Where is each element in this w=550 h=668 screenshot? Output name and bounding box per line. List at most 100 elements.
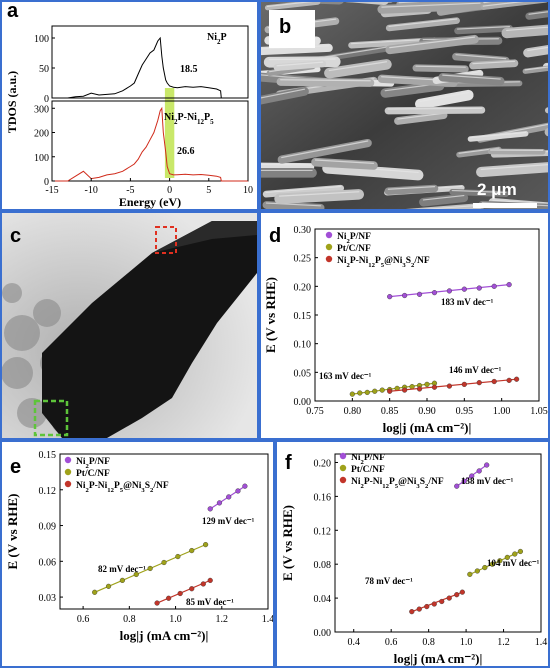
- red-selection-box: [155, 226, 177, 254]
- plot-frame: [51, 25, 249, 99]
- data-point: [166, 595, 172, 601]
- scale-bar: [473, 203, 537, 208]
- x-tick-label: 1.4: [262, 614, 275, 625]
- nanorod: [523, 45, 548, 58]
- nanorod-highlight: [388, 18, 458, 27]
- panel-label-f: f: [285, 452, 292, 474]
- nanorod-highlight: [451, 189, 507, 194]
- nanorod-highlight: [261, 88, 306, 99]
- nanorod: [273, 60, 327, 71]
- nanorod-highlight: [506, 26, 548, 32]
- slope-annotation: 183 mV dec⁻¹: [441, 297, 494, 307]
- panel-label-d: d: [269, 225, 282, 247]
- legend-marker: [325, 255, 333, 263]
- nanorod-highlight: [480, 164, 548, 170]
- fit-line: [389, 378, 517, 392]
- legend-label: Ni2P-Ni12P5@Ni3S2/NF: [351, 477, 444, 490]
- data-point: [424, 381, 430, 387]
- data-point: [200, 581, 206, 587]
- x-axis-label: log|j (mA cm⁻²)|: [120, 628, 209, 643]
- x-tick-label: -15: [45, 185, 58, 196]
- nanorod: [449, 188, 509, 197]
- data-point: [409, 609, 415, 615]
- y-axis-label: E (V vs RHE): [280, 505, 295, 581]
- y-tick-label: 100: [34, 153, 49, 164]
- data-point: [506, 377, 512, 383]
- data-point: [105, 583, 112, 589]
- data-point: [431, 601, 437, 607]
- data-point: [446, 383, 453, 389]
- x-tick-label: 1.2: [216, 614, 229, 625]
- x-tick-label: 0.8: [123, 614, 136, 625]
- nanorod: [262, 184, 345, 198]
- y-tick-label: 100: [34, 34, 49, 45]
- data-point: [203, 542, 209, 548]
- y-tick-label: 0.12: [39, 486, 57, 497]
- x-axis-label: log|j (mA cm⁻²)|: [383, 420, 472, 435]
- plot-frame: [51, 100, 249, 182]
- data-point: [364, 389, 370, 396]
- x-tick-label: 1.00: [493, 406, 511, 417]
- y-tick-label: 0.12: [314, 526, 332, 537]
- data-point: [357, 390, 363, 396]
- plot-frame: [334, 453, 542, 633]
- x-axis-label: Energy (eV): [119, 195, 181, 209]
- nanorod-highlight: [524, 66, 548, 71]
- data-point: [491, 378, 497, 385]
- y-tick-label: 0.16: [314, 492, 332, 503]
- nanorod: [324, 59, 392, 79]
- subplot-label: Ni2P: [207, 32, 227, 46]
- nanorod-highlight: [276, 61, 324, 67]
- nanorod: [415, 89, 474, 110]
- slope-annotation: 85 mV dec⁻¹: [186, 597, 234, 607]
- nanorod-highlight: [261, 163, 312, 166]
- nanorod-highlight: [457, 25, 511, 30]
- nanorod: [276, 77, 375, 87]
- data-point: [476, 468, 482, 474]
- nanorod: [261, 162, 315, 171]
- y-tick-label: 0.25: [294, 254, 312, 265]
- nanorod: [412, 64, 469, 73]
- slope-annotation: 146 mV dec⁻¹: [449, 365, 502, 375]
- nanorod-highlight: [482, 2, 524, 7]
- data-point: [514, 376, 520, 382]
- data-point: [242, 483, 248, 489]
- nanorod: [405, 203, 484, 209]
- data-point: [409, 384, 415, 390]
- data-point: [467, 571, 473, 577]
- legend-label: Ni2P-Ni12P5@Ni3S2/NF: [337, 256, 430, 269]
- legend-label: Ni2P/NF: [337, 232, 371, 245]
- panel-label-c: c: [10, 225, 22, 247]
- data-point: [497, 558, 503, 564]
- y-tick-label: 0.04: [314, 594, 332, 605]
- data-point: [446, 288, 453, 294]
- panel-d: 0.75 0.80 0.85 0.90 0.95 1.00 1.05 0.00 0.05 0.10…: [259, 211, 550, 440]
- legend-marker: [64, 480, 72, 488]
- dos-line: [52, 36, 248, 99]
- nanorod: [438, 72, 505, 86]
- x-axis-label: log|j (mA cm⁻²)|: [394, 651, 483, 666]
- tafel-chart-f: 0.4 0.6 0.8 1.0 1.2 1.4 0.00 0.04 0.08 0.12 0.16 0.…: [280, 452, 547, 666]
- y-tick-label: 0.03: [39, 593, 57, 604]
- x-tick-label: 0.75: [306, 406, 324, 417]
- nanorod-highlight: [422, 194, 465, 201]
- x-tick-label: 1.0: [169, 614, 182, 625]
- dos-annotation: 18.5: [180, 64, 198, 75]
- panel-label-bg: [269, 10, 315, 48]
- y-tick-label: 0.09: [39, 522, 57, 533]
- panel-f: 0.4 0.6 0.8 1.0 1.2 1.4 0.00 0.04 0.08 0.12 0.16 0.…: [275, 440, 550, 668]
- y-tick-label: 0.00: [294, 397, 312, 408]
- data-point: [454, 592, 460, 598]
- nanorod: [261, 43, 333, 56]
- nanorod-highlight: [442, 74, 501, 80]
- x-tick-label: 0.8: [422, 637, 435, 648]
- data-point: [189, 547, 195, 554]
- data-point: [517, 548, 524, 555]
- x-tick-label: 0: [167, 185, 172, 196]
- dos-annotation: 26.6: [177, 146, 195, 157]
- data-point: [416, 386, 423, 392]
- nanorod: [380, 81, 445, 98]
- scale-bar-label: 2 μm: [477, 180, 517, 199]
- x-tick-label: 0.90: [418, 406, 436, 417]
- data-point: [177, 590, 183, 597]
